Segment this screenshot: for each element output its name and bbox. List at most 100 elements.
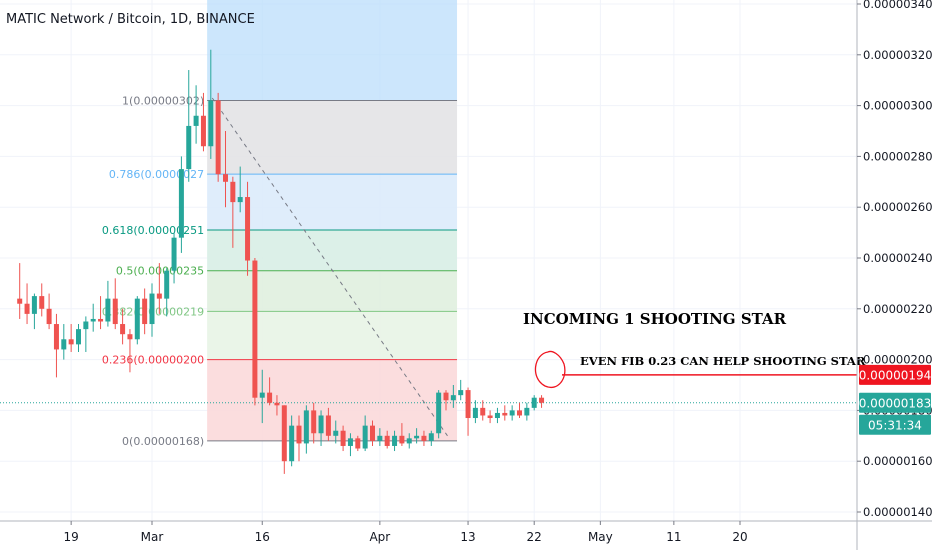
- candle: [539, 395, 545, 408]
- candle: [112, 278, 118, 330]
- candle-body: [428, 433, 434, 441]
- candle-body: [156, 293, 162, 299]
- candle: [274, 395, 280, 416]
- candle: [414, 428, 420, 444]
- candle-body: [186, 125, 192, 170]
- candle: [215, 92, 221, 182]
- candle: [450, 385, 456, 408]
- candle-body: [509, 410, 515, 416]
- fib-level-label: 0.5(0.00000235: [116, 265, 204, 278]
- candle-body: [340, 430, 346, 446]
- time-axis[interactable]: 19 Mar 16 Apr 13 22 May 11 20: [64, 521, 748, 544]
- candle-body: [208, 100, 214, 147]
- candle-body: [112, 298, 118, 325]
- candle: [487, 410, 493, 424]
- candle: [134, 296, 140, 345]
- chart-title: MATIC Network / Bitcoin, 1D, BINANCE: [6, 12, 255, 27]
- candle-body: [399, 435, 405, 444]
- candle-body: [531, 397, 537, 408]
- candle-body: [406, 438, 412, 444]
- price-tick-label: 0.00000260: [863, 200, 932, 214]
- annotation-fib-note: EVEN FIB 0.23 CAN HELP SHOOTING STAR: [580, 354, 866, 368]
- candle-body: [370, 425, 375, 441]
- time-tick-label: 19: [64, 530, 79, 544]
- price-tag-box: [859, 414, 931, 435]
- candle: [377, 428, 383, 446]
- fib-zone: [207, 311, 458, 360]
- time-tick-label: 20: [732, 530, 747, 544]
- candle-body: [98, 318, 104, 322]
- candle-body: [31, 296, 37, 314]
- price-tick-label: 0.00000160: [863, 454, 932, 468]
- candle: [83, 316, 89, 352]
- price-tag-box: [859, 392, 931, 413]
- candle-body: [105, 298, 111, 322]
- time-tick-label: 11: [666, 530, 681, 544]
- annotation-shooting-star: INCOMING 1 SHOOTING STAR: [523, 310, 787, 328]
- candle: [370, 420, 375, 446]
- price-tick-label: 0.00000320: [863, 48, 932, 62]
- candle-body: [274, 402, 280, 406]
- fib-level-label: 0(0.00000168): [122, 435, 204, 448]
- candle-body: [494, 412, 500, 419]
- candle: [428, 430, 434, 446]
- candle: [31, 293, 37, 330]
- fib-zone: [207, 359, 458, 441]
- candle: [252, 258, 258, 406]
- candle-body: [83, 321, 89, 330]
- time-tick-label: Apr: [369, 530, 390, 544]
- candle-body: [24, 303, 30, 314]
- candle-body: [142, 298, 148, 325]
- price-axis[interactable]: 0.000001400.000001600.000001800.00000200…: [857, 0, 932, 519]
- price-tick-label: 0.00000140: [863, 505, 932, 519]
- price-tag: 05:31:34: [859, 414, 931, 435]
- candle: [24, 283, 30, 325]
- candle-body: [200, 115, 206, 147]
- candle-body: [61, 339, 67, 350]
- candle-body: [362, 425, 368, 449]
- fib-level-label: 1(0.00000302): [122, 95, 204, 108]
- candle: [267, 377, 273, 406]
- fib-retracement: 1(0.00000302) 0.786(0.0000027 0.618(0.0000…: [102, 95, 458, 448]
- price-tag: 0.00000194: [859, 364, 931, 385]
- candle: [465, 387, 471, 436]
- candle: [524, 402, 530, 421]
- candle: [259, 369, 265, 424]
- candle-body: [120, 324, 126, 335]
- date-range-highlight: [207, 0, 458, 101]
- candle: [164, 268, 170, 317]
- price-tag: 0.00000183: [859, 392, 931, 413]
- candle: [333, 420, 339, 444]
- fib-zone: [207, 174, 458, 231]
- candles: [17, 49, 545, 474]
- candle: [53, 313, 59, 378]
- candle-body: [171, 237, 177, 271]
- candle: [303, 405, 309, 454]
- candle: [509, 405, 515, 421]
- candle-body: [539, 397, 545, 403]
- candle: [436, 390, 442, 439]
- fib-level-label: 0.786(0.0000027: [109, 168, 204, 181]
- candle: [237, 166, 243, 213]
- candle: [384, 430, 390, 449]
- candle-body: [215, 100, 221, 175]
- candle: [245, 181, 251, 276]
- fib-zone: [207, 270, 458, 312]
- candle: [502, 405, 508, 421]
- candle: [347, 433, 353, 457]
- candle: [421, 430, 427, 446]
- candle-body: [245, 197, 251, 261]
- candle-body: [230, 181, 236, 203]
- candle: [193, 85, 199, 144]
- candle-body: [252, 260, 258, 398]
- price-tick-label: 0.00000280: [863, 149, 932, 163]
- candle: [98, 296, 104, 330]
- candle-body: [311, 410, 317, 434]
- candle: [472, 400, 478, 424]
- candle: [171, 232, 177, 284]
- candle-body: [46, 308, 52, 325]
- candle-body: [392, 435, 398, 446]
- candle-body: [355, 438, 361, 449]
